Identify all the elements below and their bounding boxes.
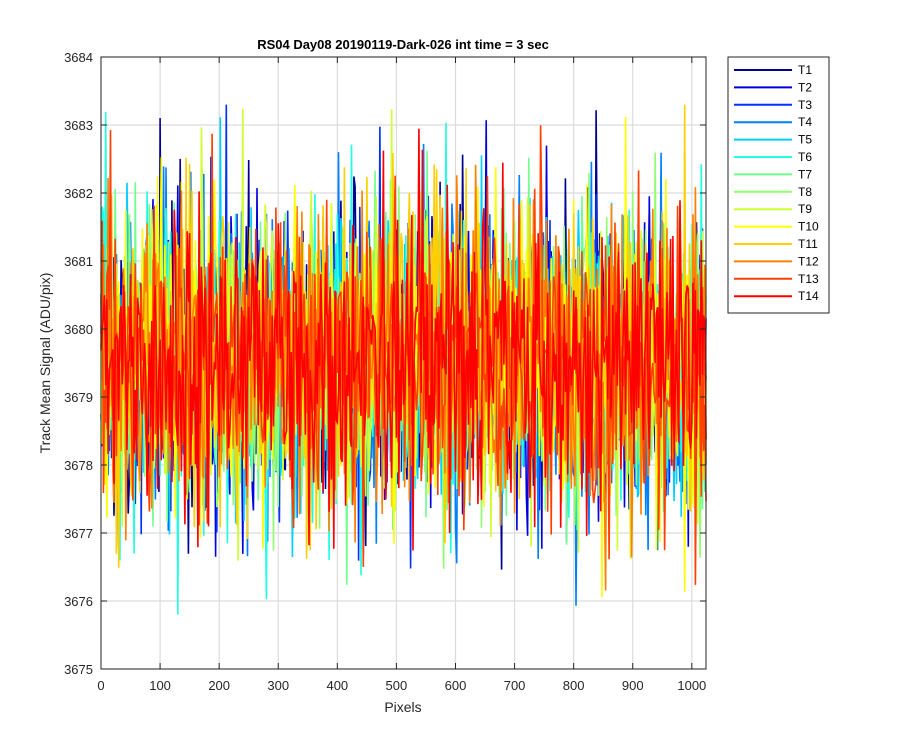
chart-title: RS04 Day08 20190119-Dark-026 int time = … [257,37,549,52]
x-tick-label: 800 [563,678,585,693]
y-tick-label: 3678 [64,458,93,473]
x-tick-label: 0 [97,678,104,693]
x-tick-labels: 0 100 200 300 400 500 600 700 800 900 1000 [97,678,706,693]
series-lines [100,104,707,615]
x-tick-label: 600 [445,678,467,693]
legend-label-t8: T8 [798,185,812,199]
legend-label-t7: T7 [798,167,812,181]
y-tick-label: 3675 [64,662,93,677]
x-tick-label: 700 [504,678,526,693]
y-tick-label: 3681 [64,254,93,269]
legend-label-t12: T12 [798,254,819,268]
x-tick-label: 400 [326,678,348,693]
y-tick-label: 3684 [64,50,93,65]
axes-box [100,56,707,670]
legend-label-t3: T3 [798,98,812,112]
x-tick-label: 500 [386,678,408,693]
legend-label-t11: T11 [798,237,818,251]
x-tick-label: 200 [208,678,230,693]
x-tick-label: 900 [622,678,644,693]
y-tick-label: 3676 [64,594,93,609]
x-tick-label: 100 [149,678,171,693]
legend-label-t6: T6 [798,150,812,164]
x-tick-label: 1000 [677,678,706,693]
legend-label-t4: T4 [798,115,812,129]
y-tick-label: 3679 [64,390,93,405]
y-axis-label: Track Mean Signal (ADU/pix) [37,273,53,454]
y-tick-label: 3683 [64,118,93,133]
x-axis-label: Pixels [384,699,421,715]
legend-label-t14: T14 [798,289,819,303]
legend-box [727,56,830,314]
y-tick-label: 3680 [64,322,93,337]
y-tick-label: 3677 [64,526,93,541]
y-tick-labels: 3675 3676 3677 3678 3679 3680 3681 3682 3683 3684 [64,50,93,677]
series-line-t14 [100,128,707,551]
legend-label-t5: T5 [798,133,812,147]
y-tick-label: 3682 [64,186,93,201]
legend-label-t10: T10 [798,220,819,234]
legend-label-t13: T13 [798,272,819,286]
legend: T1 T2 T3 T4 T5 T6 T7 T8 T9 T10 T11 T12 T13 T14 [727,56,830,314]
x-tick-label: 300 [267,678,289,693]
legend-label-t1: T1 [798,63,812,77]
legend-label-t2: T2 [798,80,812,94]
ticks [100,56,706,670]
legend-label-t9: T9 [798,202,812,216]
